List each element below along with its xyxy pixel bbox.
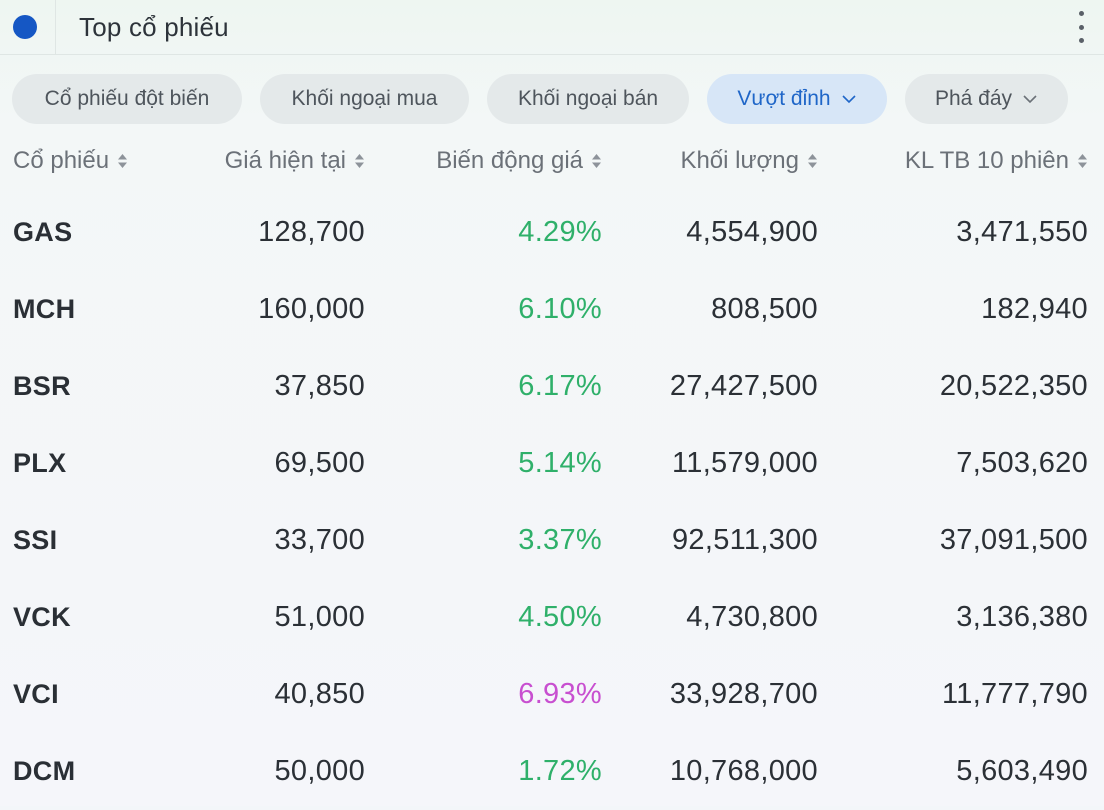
current-price: 33,700 (274, 524, 365, 556)
volume: 11,579,000 (672, 447, 818, 479)
col-header-label: Biến động giá (436, 147, 583, 174)
stock-symbol: PLX (13, 448, 67, 478)
table-header: Cổ phiếu Giá hiện tại Biến động giá Khối… (0, 128, 1104, 194)
widget-title: Top cổ phiếu (79, 11, 229, 42)
current-price: 51,000 (274, 601, 365, 633)
price-change: 4.50% (518, 601, 602, 633)
status-dot-icon (13, 15, 37, 39)
volume: 4,554,900 (686, 216, 818, 248)
chip-khoi-ngoai-mua[interactable]: Khối ngoại mua (260, 74, 469, 124)
current-price: 160,000 (258, 293, 365, 325)
current-price: 69,500 (274, 447, 365, 479)
stock-symbol: SSI (13, 525, 58, 555)
table-row[interactable]: PLX 69,500 5.14% 11,579,000 7,503,620 (0, 425, 1104, 502)
table-row[interactable]: VCK 51,000 4.50% 4,730,800 3,136,380 (0, 579, 1104, 656)
price-change: 6.17% (518, 370, 602, 402)
kebab-menu-icon[interactable] (1076, 11, 1086, 43)
col-header-label: KL TB 10 phiên (904, 147, 1069, 174)
price-change: 6.10% (518, 293, 602, 325)
price-change: 5.14% (518, 447, 602, 479)
table-row[interactable]: MCH 160,000 6.10% 808,500 182,940 (0, 271, 1104, 348)
volume: 10,768,000 (669, 755, 818, 787)
stock-symbol: GAS (13, 217, 73, 247)
current-price: 37,850 (274, 370, 365, 402)
volume: 27,427,500 (669, 370, 818, 402)
stocks-table: Cổ phiếu Giá hiện tại Biến động giá Khối… (0, 128, 1104, 810)
avg-volume-10: 7,503,620 (956, 447, 1088, 479)
current-price: 50,000 (274, 755, 365, 787)
volume: 4,730,800 (686, 601, 818, 633)
chevron-down-icon (1023, 95, 1037, 104)
sort-arrows-icon (1078, 154, 1087, 168)
stock-symbol: BSR (13, 371, 71, 401)
volume: 33,928,700 (669, 678, 818, 710)
price-change: 3.37% (518, 524, 602, 556)
chip-khoi-ngoai-ban[interactable]: Khối ngoại bán (487, 74, 689, 124)
chip-label: Khối ngoại mua (291, 87, 438, 110)
avg-volume-10: 5,603,490 (956, 755, 1088, 787)
col-header-label: Giá hiện tại (224, 147, 346, 174)
col-header-label: Khối lượng (680, 147, 799, 174)
current-price: 128,700 (258, 216, 365, 248)
price-change: 4.29% (518, 216, 602, 248)
sort-arrows-icon (808, 154, 817, 168)
col-header-label: Cổ phiếu (13, 147, 110, 174)
avg-volume-10: 11,777,790 (942, 678, 1088, 710)
sort-arrows-icon (118, 154, 128, 168)
sort-arrows-icon (355, 154, 364, 168)
chip-label: Vượt đỉnh (737, 87, 831, 110)
avg-volume-10: 3,471,550 (956, 216, 1088, 248)
price-change: 1.72% (518, 755, 602, 787)
col-header-avg-volume[interactable]: KL TB 10 phiên (905, 128, 1088, 194)
table-row[interactable]: DCM 50,000 1.72% 10,768,000 5,603,490 (0, 733, 1104, 810)
price-change: 6.93% (518, 678, 602, 710)
stock-symbol: VCK (13, 602, 71, 632)
sort-arrows-icon (592, 154, 601, 168)
avg-volume-10: 37,091,500 (939, 524, 1088, 556)
widget-header: Top cổ phiếu (0, 0, 1104, 55)
stock-symbol: DCM (13, 756, 76, 786)
col-header-price[interactable]: Giá hiện tại (225, 128, 365, 194)
chevron-down-icon (842, 95, 856, 104)
col-header-volume[interactable]: Khối lượng (680, 128, 818, 194)
header-divider (55, 0, 56, 54)
col-header-stock[interactable]: Cổ phiếu (13, 128, 128, 194)
table-row[interactable]: SSI 33,700 3.37% 92,511,300 37,091,500 (0, 502, 1104, 579)
filter-chips: Cổ phiếu đột biến Khối ngoại mua Khối ng… (12, 74, 1068, 124)
table-row[interactable]: VCI 40,850 6.93% 33,928,700 11,777,790 (0, 656, 1104, 733)
stock-symbol: VCI (13, 679, 59, 709)
volume: 808,500 (711, 293, 818, 325)
volume: 92,511,300 (672, 524, 818, 556)
table-row[interactable]: GAS 128,700 4.29% 4,554,900 3,471,550 (0, 194, 1104, 271)
stock-symbol: MCH (13, 294, 76, 324)
col-header-change[interactable]: Biến động giá (436, 128, 602, 194)
table-row[interactable]: BSR 37,850 6.17% 27,427,500 20,522,350 (0, 348, 1104, 425)
chip-label: Khối ngoại bán (517, 87, 659, 110)
chip-label: Phá đáy (934, 87, 1013, 110)
chip-co-phieu-dot-bien[interactable]: Cổ phiếu đột biến (12, 74, 242, 124)
current-price: 40,850 (274, 678, 365, 710)
chip-pha-day[interactable]: Phá đáy (905, 74, 1068, 124)
avg-volume-10: 182,940 (981, 293, 1088, 325)
chip-label: Cổ phiếu đột biến (44, 87, 210, 110)
avg-volume-10: 20,522,350 (939, 370, 1088, 402)
avg-volume-10: 3,136,380 (956, 601, 1088, 633)
chip-vuot-dinh[interactable]: Vượt đỉnh (707, 74, 887, 124)
